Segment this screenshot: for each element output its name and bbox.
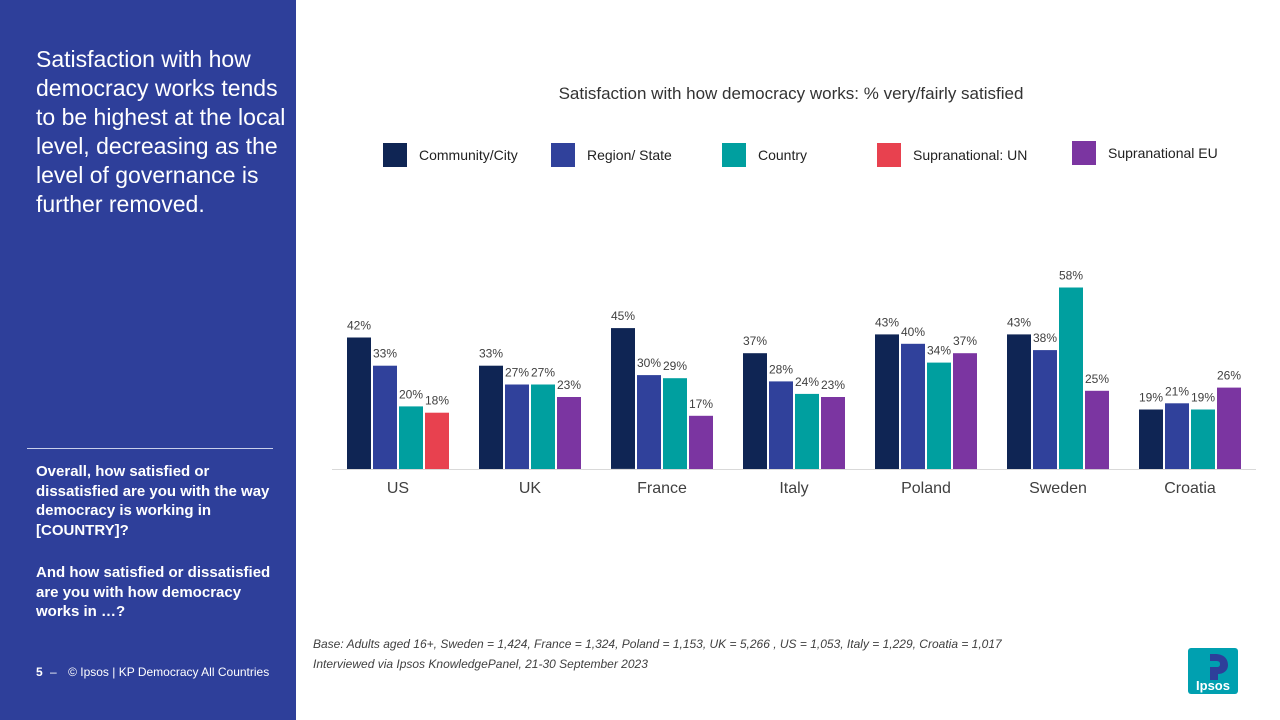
logo-text: Ipsos: [1196, 678, 1230, 693]
bar-france-series-2: [663, 378, 687, 469]
legend-swatch: [383, 143, 407, 167]
bar-poland-series-2: [927, 362, 951, 469]
data-label: 33%: [373, 347, 397, 361]
bar-sweden-series-2: [1059, 287, 1083, 469]
bar-poland-series-1: [901, 343, 925, 469]
data-label: 37%: [953, 334, 977, 348]
data-label: 58%: [1059, 269, 1083, 283]
data-label: 24%: [795, 375, 819, 389]
page-number: 5: [36, 665, 43, 679]
data-label: 21%: [1165, 384, 1189, 398]
bar-uk-series-4: [557, 397, 581, 469]
data-label: 45%: [611, 309, 635, 323]
legend-swatch: [551, 143, 575, 167]
legend-item-supranational-un: Supranational: UN: [877, 143, 1027, 167]
ipsos-logo: Ipsos: [1188, 648, 1238, 694]
interview-note: Interviewed via Ipsos KnowledgePanel, 21…: [313, 657, 648, 671]
legend-label: Country: [758, 147, 808, 163]
category-label-uk: UK: [519, 480, 542, 497]
bar-croatia-series-2: [1191, 409, 1215, 469]
bar-croatia-series-1: [1165, 403, 1189, 469]
bar-italy-series-1: [769, 381, 793, 469]
data-label: 42%: [347, 319, 371, 333]
bar-uk-series-2: [531, 384, 555, 469]
data-label: 27%: [505, 366, 529, 380]
question-1: Overall, how satisfied or dissatisfied a…: [36, 463, 270, 539]
bar-italy-series-2: [795, 393, 819, 469]
data-label: 34%: [927, 344, 951, 358]
base-notes: Base: Adults aged 16+, Sweden = 1,424, F…: [313, 634, 1002, 674]
bar-france-series-1: [637, 375, 661, 469]
bar-us-series-3: [425, 412, 449, 469]
data-label: 29%: [663, 359, 687, 373]
category-label-poland: Poland: [901, 480, 951, 497]
bar-poland-series-0: [875, 334, 899, 469]
data-label: 20%: [399, 387, 423, 401]
legend-swatch: [722, 143, 746, 167]
bar-france-series-0: [611, 328, 635, 469]
category-label-us: US: [387, 480, 409, 497]
legend-item-supranational-eu: Supranational EU: [1072, 141, 1218, 165]
data-label: 23%: [557, 378, 581, 392]
data-label: 17%: [689, 397, 713, 411]
legend-label: Community/City: [419, 147, 518, 163]
footer: 5 – © Ipsos | KP Democracy All Countries: [36, 665, 269, 679]
data-label: 43%: [1007, 315, 1031, 329]
category-label-france: France: [637, 480, 687, 497]
bar-sweden-series-0: [1007, 334, 1031, 469]
bar-uk-series-0: [479, 365, 503, 469]
data-label: 43%: [875, 315, 899, 329]
headline: Satisfaction with how democracy works te…: [36, 46, 286, 217]
legend-item-country: Country: [722, 143, 807, 167]
bar-us-series-1: [373, 365, 397, 469]
legend-label: Supranational EU: [1108, 145, 1218, 161]
bar-croatia-series-4: [1217, 387, 1241, 469]
bar-poland-series-4: [953, 353, 977, 469]
data-label: 40%: [901, 325, 925, 339]
bar-sweden-series-1: [1033, 350, 1057, 469]
bar-us-series-2: [399, 406, 423, 469]
data-label: 19%: [1191, 391, 1215, 405]
legend-swatch: [877, 143, 901, 167]
base-note: Base: Adults aged 16+, Sweden = 1,424, F…: [313, 637, 1002, 651]
data-label: 26%: [1217, 369, 1241, 383]
data-label: 38%: [1033, 331, 1057, 345]
bar-sweden-series-4: [1085, 390, 1109, 470]
category-label-sweden: Sweden: [1029, 480, 1087, 497]
data-label: 18%: [425, 394, 449, 408]
data-label: 27%: [531, 366, 555, 380]
data-label: 37%: [743, 334, 767, 348]
question-2: And how satisfied or dissatisfied are yo…: [36, 564, 271, 620]
legend-item-community-city: Community/City: [383, 143, 518, 167]
data-label: 19%: [1139, 391, 1163, 405]
footer-text: © Ipsos | KP Democracy All Countries: [68, 665, 270, 679]
data-label: 33%: [479, 347, 503, 361]
sidebar: Satisfaction with how democracy works te…: [0, 0, 296, 720]
data-label: 28%: [769, 362, 793, 376]
divider: [27, 448, 273, 449]
bar-italy-series-4: [821, 397, 845, 469]
bar-uk-series-1: [505, 384, 529, 469]
legend-item-region-state: Region/ State: [551, 143, 672, 167]
legend-swatch: [1072, 141, 1096, 165]
legend-label: Supranational: UN: [913, 147, 1028, 163]
data-label: 23%: [821, 378, 845, 392]
chart-title: Satisfaction with how democracy works: %…: [558, 84, 1024, 103]
category-label-italy: Italy: [779, 480, 808, 497]
bar-us-series-0: [347, 337, 371, 469]
bar-croatia-series-0: [1139, 409, 1163, 469]
legend-label: Region/ State: [587, 147, 672, 163]
data-label: 30%: [637, 356, 661, 370]
category-label-croatia: Croatia: [1164, 480, 1216, 497]
page-dash: –: [50, 665, 57, 679]
bar-italy-series-0: [743, 353, 767, 469]
logo-mark: [1210, 654, 1228, 680]
data-label: 25%: [1085, 372, 1109, 386]
bar-france-series-4: [689, 415, 713, 469]
